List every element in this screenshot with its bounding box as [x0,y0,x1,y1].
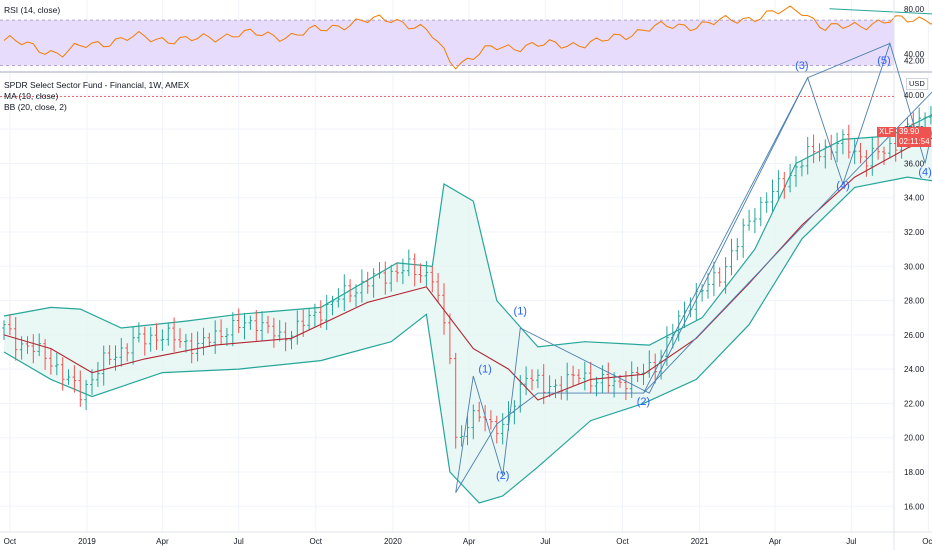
bb-legend[interactable]: BB (20, close, 2) [4,102,67,112]
time-tick-label: 2019 [78,537,96,546]
bollinger-band-lower [3,176,932,504]
time-tick-label: Apr [156,537,169,546]
symbol-title[interactable]: SPDR Select Sector Fund - Financial, 1W,… [4,80,190,90]
time-tick-label: Oct [922,537,932,546]
price-tick-label: 24.00 [904,365,925,374]
time-tick-label: Oct [616,537,629,546]
rsi-pane: 80.00 40.00 [0,5,932,70]
rsi-legend[interactable]: RSI (14, close) [4,5,61,15]
rsi-divergence-line [829,8,932,15]
time-tick-label: Jul [234,537,244,546]
price-tick-label: 34.00 [904,194,925,203]
rsi-axis: 80.00 40.00 [904,5,925,59]
price-tick-label: 26.00 [904,331,925,340]
elliott-wave-lines [455,41,932,493]
price-tick-label: 20.00 [904,434,925,443]
rsi-tick-label: 40.00 [904,50,925,59]
price-pane: (1)(2)(1)(2)(3)(4)(5)(4)(5) 16.0018.0020… [0,41,932,512]
rsi-band [0,20,894,66]
elliott-wave-path [455,327,521,493]
elliott-wave-label: (3) [795,60,808,72]
last-price-badge: 39.90 [897,127,931,137]
elliott-wave-label: (1) [478,364,491,376]
time-tick-label: Apr [769,537,782,546]
elliott-wave-label: (4) [836,180,849,192]
elliott-wave-label: (2) [637,396,650,408]
time-tick-label: Oct [310,537,323,546]
candles [2,106,932,449]
currency-label[interactable]: USD [906,78,928,90]
price-tick-label: 36.00 [904,159,925,168]
bollinger-band-fill [4,114,932,503]
time-tick-label: Apr [463,537,476,546]
price-tick-label: 16.00 [904,502,925,511]
time-tick-label: Jul [540,537,550,546]
price-tick-label: 22.00 [904,399,925,408]
time-tick-label: Oct [4,537,17,546]
price-tick-label: 42.00 [904,57,925,66]
elliott-wave-label: (5) [877,55,890,67]
price-tick-label: 30.00 [904,262,925,271]
bar-countdown: 02:11:54 [897,137,931,147]
elliott-wave-path [643,91,932,394]
elliott-wave-labels: (1)(2)(1)(2)(3)(4)(5)(4)(5) [478,55,931,482]
price-tick-label: 40.00 [904,91,925,100]
price-tick-label: 32.00 [904,228,925,237]
elliott-wave-label: (2) [496,470,509,482]
price-tick-label: 28.00 [904,297,925,306]
price-axis[interactable]: 16.00 18.00 20.00 22.00 24.00 26.00 28.00 30.00… [904,57,925,512]
ma-legend[interactable]: MA (10, close) [4,91,59,101]
ticker-badge: XLF [877,127,896,137]
time-axis[interactable]: Oct 2019 Apr Jul Oct 2020 Apr Jul Oct 2021 Apr Jul O… [4,537,932,546]
time-tick-label: 2020 [384,537,402,546]
rsi-tick-label: 80.00 [904,5,925,14]
rsi-line [3,5,932,70]
elliott-wave-path [455,42,891,493]
time-tick-label: 2021 [691,537,709,546]
ma-line [3,137,932,401]
time-tick-label: Jul [846,537,856,546]
price-tick-label: 18.00 [904,468,925,477]
elliott-wave-label: (1) [514,305,527,317]
elliott-wave-label: (4) [918,166,931,178]
